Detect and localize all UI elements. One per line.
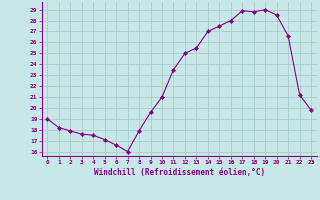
X-axis label: Windchill (Refroidissement éolien,°C): Windchill (Refroidissement éolien,°C) — [94, 168, 265, 177]
